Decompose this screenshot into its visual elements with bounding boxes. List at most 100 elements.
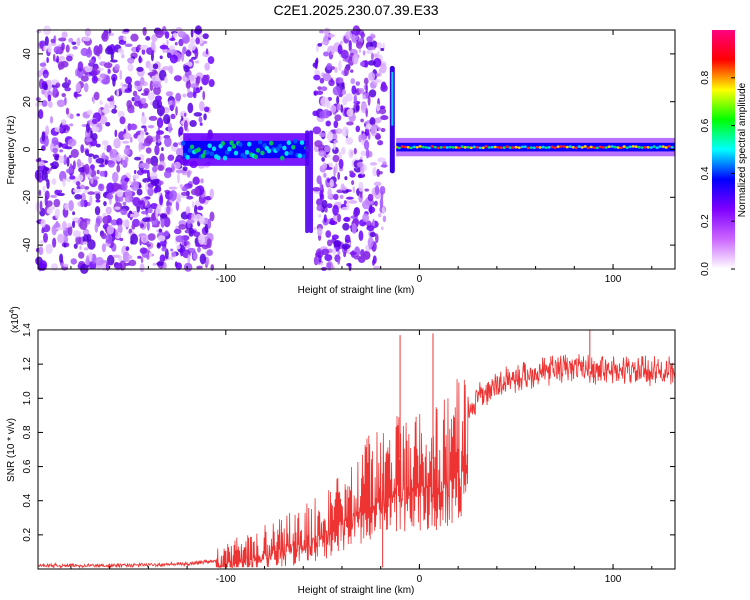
spectrogram-cell	[332, 133, 338, 141]
spectrogram-cell	[186, 219, 195, 224]
spectrogram-cell	[43, 45, 47, 52]
spectrogram-cell	[97, 183, 105, 192]
spectrogram-cell	[375, 233, 379, 244]
spectrogram-band-cell	[451, 146, 455, 149]
spectrogram-cell	[332, 86, 341, 96]
spectrogram-band-cell	[460, 145, 464, 149]
spectrogram-band-cell	[625, 146, 629, 149]
spectrogram-cell	[38, 109, 44, 120]
spectrogram-cell	[187, 43, 197, 51]
spectrogram-cell	[137, 255, 142, 259]
spectrogram-cell	[342, 96, 348, 106]
spectrogram-band-cell	[400, 145, 404, 148]
spectrogram-cell	[196, 75, 201, 84]
spectrogram-cell	[156, 261, 165, 266]
spectrogram-cell	[145, 132, 149, 136]
spectrogram-cell	[133, 170, 137, 175]
figure-title: C2E1.2025.230.07.39.E33	[273, 2, 438, 18]
spectrogram-band-cell	[622, 145, 626, 148]
spectrogram-cell	[121, 161, 125, 166]
spectrogram-cell	[332, 204, 339, 216]
spectrogram-cell	[38, 157, 42, 162]
spectrogram-cell	[69, 123, 74, 127]
spectrogram-band-cell	[200, 153, 206, 159]
snr-xtick-label: -100	[216, 574, 236, 585]
spectrogram-cell	[61, 143, 69, 149]
spectrogram-cell	[73, 243, 78, 249]
spectrogram-cell	[352, 186, 356, 194]
spectrogram-band-cell	[211, 146, 217, 152]
spectrogram-cell	[130, 180, 139, 191]
spectrogram-cell	[367, 46, 376, 51]
spectrogram-cell	[363, 60, 369, 68]
spectrogram-cell	[107, 160, 116, 168]
spectrogram-cell	[209, 211, 215, 222]
spectrogram-cell	[141, 102, 149, 109]
spectrogram-cell	[136, 188, 143, 196]
spectrogram-cell	[104, 102, 110, 113]
spectrogram-cell	[95, 143, 101, 148]
spectrogram-cell	[173, 228, 182, 235]
spectrogram-cell	[155, 130, 164, 135]
spectrogram-cell	[46, 56, 49, 64]
snr-multiplier: (x104)	[9, 306, 21, 333]
spectrogram-cell	[41, 99, 48, 107]
spectrogram-cell	[145, 181, 148, 192]
spectrogram-cell	[374, 132, 381, 140]
spectrogram-band-cell	[562, 145, 566, 148]
spectrogram-cell	[94, 222, 99, 233]
snr-ytick-label: 0.6	[22, 459, 33, 473]
spectrogram-cell	[45, 243, 53, 255]
spectrogram-cell	[372, 166, 377, 177]
spectrogram-band-cell	[523, 145, 527, 148]
spectrogram-cell	[194, 213, 203, 222]
spectrogram-band-cell	[242, 154, 248, 160]
spectrogram-cell	[97, 67, 104, 71]
spectrogram-cell	[44, 195, 48, 207]
spectrogram-cell	[315, 57, 319, 65]
spectrogram-band-cell	[658, 145, 662, 148]
spectrogram-cell	[82, 229, 90, 235]
spectrogram-cell	[370, 52, 374, 61]
spectrogram-band-cell	[502, 146, 506, 149]
spectrogram-cell	[114, 129, 118, 138]
spectrogram-cell	[168, 186, 178, 190]
spectrogram-cell	[337, 251, 341, 255]
spectrogram-band-cell	[222, 155, 228, 161]
spectrogram-cell	[343, 251, 347, 258]
colorbar-bar	[712, 30, 735, 269]
spectrogram-band-cell	[187, 148, 193, 153]
colorbar-tick-label: 0.8	[700, 70, 711, 84]
spectrogram-cell	[152, 63, 159, 70]
spectrogram-cell	[374, 185, 380, 196]
spectrogram-band-cell	[664, 146, 668, 149]
spectrogram-cell	[349, 251, 358, 256]
spectrogram-cell	[77, 61, 84, 72]
spectrogram-cell	[380, 127, 386, 133]
spectrogram-cell	[373, 181, 382, 187]
spectrogram-cell	[375, 72, 380, 77]
spectrogram-cell	[314, 69, 321, 77]
spectrogram-cell	[148, 115, 158, 121]
spectrogram-ytick-label: 20	[22, 96, 33, 108]
spectrogram-cell	[373, 57, 382, 68]
spectrogram-cell	[164, 248, 169, 260]
spectrogram-band-cell	[448, 145, 452, 149]
spectrogram-streak	[309, 130, 313, 234]
spectrogram-band-cell	[247, 141, 252, 147]
snr-frame	[37, 329, 676, 570]
spectrogram-cell	[186, 170, 191, 178]
spectrogram-band-cell	[220, 141, 226, 146]
spectrogram-band-cell	[505, 145, 509, 149]
spectrogram-cell	[138, 154, 145, 162]
spectrogram-cell	[73, 93, 82, 97]
spectrogram-cell	[95, 158, 105, 164]
spectrogram-cell	[191, 200, 195, 209]
spectrogram-cell	[112, 254, 121, 259]
spectrogram-band-cell	[412, 145, 416, 149]
spectrogram-cell	[160, 216, 165, 228]
spectrogram-cell	[368, 72, 376, 81]
spectrogram-cell	[130, 233, 139, 245]
spectrogram-band-cell	[589, 145, 593, 149]
spectrogram-cell	[37, 174, 44, 183]
